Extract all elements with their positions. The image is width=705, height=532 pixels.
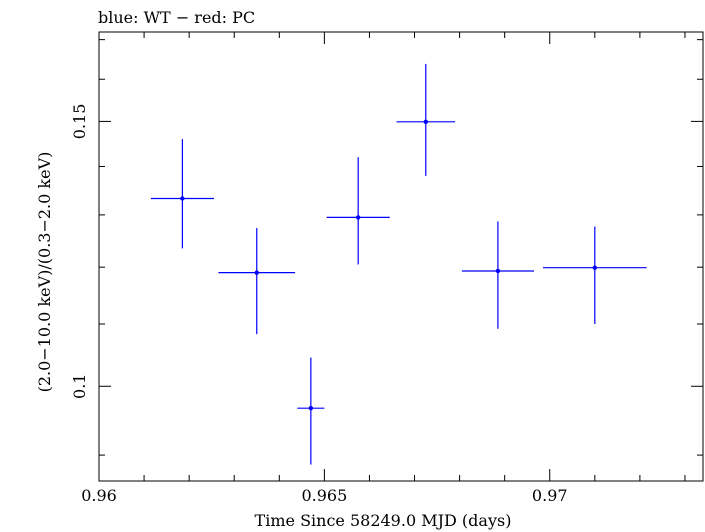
data-point — [326, 157, 390, 265]
plot-frame — [98, 31, 704, 482]
data-point — [150, 139, 214, 249]
point-marker — [355, 215, 361, 220]
point-marker — [308, 405, 314, 411]
point-marker — [423, 119, 428, 125]
point-marker — [495, 268, 501, 274]
x-tick-label: 0.96 — [81, 486, 117, 505]
point-marker — [180, 196, 185, 201]
x-tick-label: 0.965 — [301, 486, 347, 505]
y-tick-label: 0.1 — [70, 374, 89, 399]
data-point — [542, 226, 647, 325]
data-point — [218, 228, 296, 335]
x-tick-label: 0.97 — [532, 486, 568, 505]
data-point — [461, 221, 534, 329]
x-axis-label: Time Since 58249.0 MJD (days) — [255, 511, 512, 530]
y-axis-label: (2.0−10.0 keV)/(0.3−2.0 keV) — [35, 152, 54, 393]
point-marker — [254, 270, 259, 275]
axis-ticks: 0.96 0.965 0.97 0.1 0.15 — [70, 32, 703, 505]
data-point — [297, 357, 325, 465]
y-tick-label: 0.15 — [70, 104, 89, 140]
data-points — [150, 63, 647, 465]
point-marker — [592, 265, 598, 270]
data-point — [396, 63, 456, 176]
chart-title: blue: WT − red: PC — [98, 8, 255, 27]
